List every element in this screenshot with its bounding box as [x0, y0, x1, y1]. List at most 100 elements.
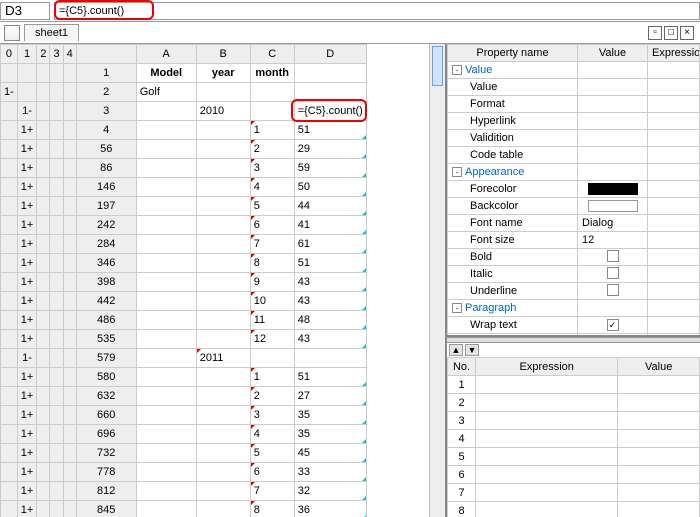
checkbox[interactable]: ✓: [607, 319, 619, 331]
outline-cell[interactable]: [63, 83, 76, 102]
prop-expr[interactable]: [648, 215, 700, 232]
prop-expr[interactable]: [648, 283, 700, 300]
outline-col[interactable]: 2: [37, 45, 50, 64]
prop-value[interactable]: [578, 181, 648, 198]
outline-cell[interactable]: [63, 330, 76, 349]
outline-cell[interactable]: [1, 501, 18, 517]
expr-cell[interactable]: [476, 484, 618, 502]
outline-cell[interactable]: [1, 330, 18, 349]
cell[interactable]: 6: [250, 463, 294, 482]
prop-expr[interactable]: [648, 232, 700, 249]
col-header-B[interactable]: B: [196, 45, 250, 64]
outline-cell[interactable]: [50, 102, 63, 121]
cell[interactable]: 8: [250, 501, 294, 517]
prop-category[interactable]: -Appearance: [448, 164, 578, 181]
cell[interactable]: [196, 387, 250, 406]
outline-cell[interactable]: [37, 159, 50, 178]
outline-cell[interactable]: 1+: [17, 368, 37, 387]
outline-cell[interactable]: 1+: [17, 463, 37, 482]
prop-expr[interactable]: [648, 96, 700, 113]
cell[interactable]: [196, 178, 250, 197]
outline-cell[interactable]: [37, 444, 50, 463]
cell[interactable]: [136, 501, 196, 517]
cell[interactable]: [196, 273, 250, 292]
cell[interactable]: [136, 216, 196, 235]
prop-value[interactable]: [578, 198, 648, 215]
outline-cell[interactable]: [1, 140, 18, 159]
outline-cell[interactable]: [63, 501, 76, 517]
cell[interactable]: 3: [250, 406, 294, 425]
cell-reference-input[interactable]: [0, 2, 50, 20]
prop-name[interactable]: Font name: [448, 215, 578, 232]
outline-cell[interactable]: [37, 292, 50, 311]
expr-row-no[interactable]: 3: [448, 412, 476, 430]
row-header[interactable]: 197: [76, 197, 136, 216]
row-header[interactable]: 732: [76, 444, 136, 463]
expr-col-val[interactable]: Value: [618, 358, 700, 376]
outline-cell[interactable]: [1, 273, 18, 292]
outline-cell[interactable]: [50, 235, 63, 254]
outline-cell[interactable]: 1-: [17, 349, 37, 368]
prop-name[interactable]: Hyperlink: [448, 113, 578, 130]
expr-cell[interactable]: [476, 412, 618, 430]
outline-cell[interactable]: [63, 121, 76, 140]
prop-value[interactable]: [578, 164, 648, 181]
outline-cell[interactable]: 1+: [17, 330, 37, 349]
tab-sheet[interactable]: sheet1: [24, 24, 79, 41]
arrow-down-icon[interactable]: ▼: [465, 344, 479, 356]
cell[interactable]: 5: [250, 197, 294, 216]
outline-cell[interactable]: [50, 368, 63, 387]
cell[interactable]: 36: [294, 501, 366, 517]
row-header[interactable]: 1: [76, 64, 136, 83]
row-header[interactable]: 486: [76, 311, 136, 330]
outline-cell[interactable]: [50, 330, 63, 349]
cell[interactable]: [136, 254, 196, 273]
expr-row-no[interactable]: 5: [448, 448, 476, 466]
cell[interactable]: [136, 463, 196, 482]
outline-cell[interactable]: [50, 444, 63, 463]
prop-value[interactable]: 12: [578, 232, 648, 249]
prop-name[interactable]: Bold: [448, 249, 578, 266]
color-swatch[interactable]: [588, 200, 638, 212]
close-icon[interactable]: ×: [680, 26, 694, 40]
prop-name[interactable]: Backcolor: [448, 198, 578, 215]
cell[interactable]: [136, 197, 196, 216]
prop-category[interactable]: -Value: [448, 62, 578, 79]
outline-cell[interactable]: [50, 83, 63, 102]
tree-expand-icon[interactable]: -: [452, 65, 462, 75]
properties-table[interactable]: Property nameValueExpression-ValueValueF…: [447, 44, 700, 337]
cell[interactable]: 32: [294, 482, 366, 501]
expr-row-no[interactable]: 7: [448, 484, 476, 502]
cell[interactable]: 1: [250, 368, 294, 387]
cell[interactable]: [196, 482, 250, 501]
cell[interactable]: [196, 311, 250, 330]
row-header[interactable]: 284: [76, 235, 136, 254]
cell[interactable]: [196, 425, 250, 444]
outline-cell[interactable]: [1, 406, 18, 425]
cell[interactable]: 35: [294, 406, 366, 425]
outline-cell[interactable]: [63, 197, 76, 216]
cell[interactable]: month: [250, 64, 294, 83]
cell[interactable]: 51: [294, 254, 366, 273]
expr-val-cell[interactable]: [618, 466, 700, 484]
expr-row-no[interactable]: 2: [448, 394, 476, 412]
outline-cell[interactable]: [1, 482, 18, 501]
prop-value[interactable]: [578, 283, 648, 300]
cell[interactable]: 5: [250, 444, 294, 463]
corner-cell[interactable]: [76, 45, 136, 64]
outline-col[interactable]: 0: [1, 45, 18, 64]
outline-cell[interactable]: [37, 254, 50, 273]
cell[interactable]: [136, 121, 196, 140]
prop-value[interactable]: Dialog: [578, 215, 648, 232]
cell[interactable]: [196, 254, 250, 273]
expr-row-no[interactable]: 4: [448, 430, 476, 448]
prop-category[interactable]: -Paragraph: [448, 300, 578, 317]
tree-expand-icon[interactable]: -: [452, 303, 462, 313]
outline-cell[interactable]: [37, 273, 50, 292]
cell[interactable]: 2: [250, 140, 294, 159]
outline-cell[interactable]: [63, 292, 76, 311]
outline-cell[interactable]: 1+: [17, 425, 37, 444]
outline-cell[interactable]: [50, 178, 63, 197]
outline-cell[interactable]: [1, 254, 18, 273]
cell[interactable]: [136, 482, 196, 501]
